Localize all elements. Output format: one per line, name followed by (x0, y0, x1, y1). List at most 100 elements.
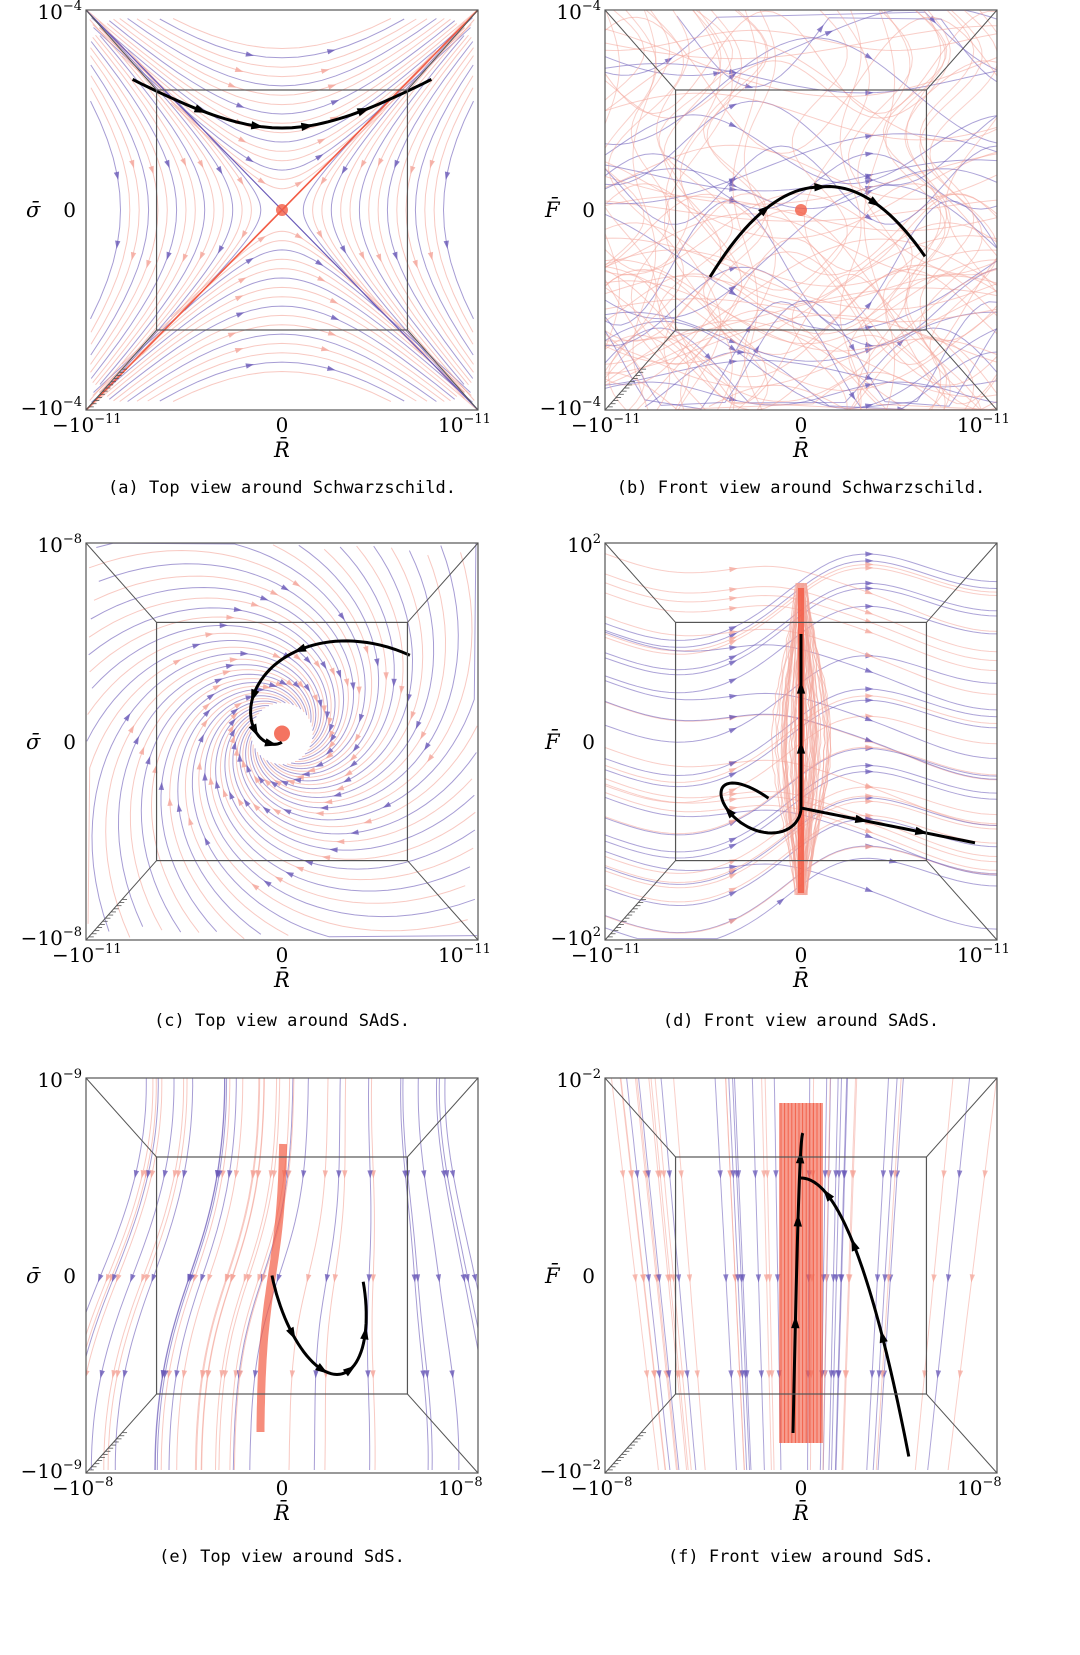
arrow-head (823, 1189, 835, 1202)
arrow-head (619, 1170, 626, 1179)
stream-line (106, 296, 458, 397)
arrow-head (99, 1369, 105, 1379)
arrow-head (133, 736, 139, 745)
arrow-head (657, 1170, 663, 1179)
arrow-head (449, 1370, 455, 1379)
stream-line (919, 10, 975, 410)
y-max-tick-label: 102 (567, 532, 601, 557)
arrow-head (729, 645, 738, 651)
arrow-head (728, 873, 738, 879)
perspective-edge (407, 1077, 479, 1158)
arrow-head (324, 711, 331, 720)
arrow-head (471, 1273, 478, 1283)
arrow-head (729, 864, 738, 870)
arrow-head (484, 1370, 489, 1378)
arrow-head (327, 84, 337, 90)
stream-line (929, 10, 997, 410)
arrow-head (774, 1274, 781, 1283)
arrow-head (236, 176, 244, 185)
arrow-head (174, 1370, 180, 1379)
stream-line (218, 1078, 281, 1471)
stream-line (605, 238, 997, 365)
x-max-tick-label: 10−11 (957, 942, 1010, 967)
stream-line (658, 10, 734, 410)
inner-frame (674, 621, 928, 862)
arrow-head (341, 165, 348, 175)
stream-line (215, 1078, 278, 1471)
stream-line (233, 1078, 295, 1471)
x-zero-tick-label: 0 (794, 1476, 808, 1500)
stream-line (99, 26, 224, 394)
arrow-head (192, 643, 201, 649)
stream-line (636, 1078, 678, 1471)
stream-line (904, 10, 951, 410)
y-axis-label: F̄ (545, 1263, 560, 1288)
subfigure-a (85, 9, 479, 411)
arrow-head (728, 626, 738, 632)
stream-line (605, 200, 997, 326)
arrow-head (864, 886, 874, 892)
outer-frame (604, 542, 998, 941)
stream-line (93, 27, 471, 171)
perspective-edge (85, 329, 157, 411)
arrow-head (202, 702, 211, 711)
stream-line (91, 17, 473, 143)
stream-line (92, 258, 472, 396)
arrow-head (375, 253, 382, 262)
arrow-head (180, 157, 187, 167)
arrow-head (342, 1365, 356, 1377)
arrow-head (133, 1169, 140, 1179)
stream-line (366, 1078, 372, 1471)
arrow-head (865, 762, 874, 769)
arrow-head (383, 672, 389, 681)
stream-line (734, 1078, 752, 1471)
arrow-head (200, 719, 208, 728)
arrow-head (814, 183, 827, 192)
arrow-head (227, 82, 237, 88)
stream-line (86, 1078, 147, 1314)
stream-line (377, 36, 472, 384)
arrow-head (315, 761, 324, 767)
y-axis-label: σ̄ (26, 729, 41, 754)
arrow-head (233, 1170, 240, 1179)
arrow-head (280, 584, 290, 591)
arrow-head (435, 1274, 441, 1283)
arrow-head (374, 658, 380, 667)
arrow-head (865, 551, 874, 557)
arrow-head (243, 1273, 249, 1283)
stream-line (252, 554, 447, 804)
stream-line (605, 29, 997, 52)
stream-line (834, 1078, 848, 1471)
arrow-head (257, 177, 266, 184)
arrow-head (176, 803, 183, 812)
arrow-head (219, 622, 228, 629)
arrow-head (80, 1370, 85, 1379)
arrow-head (289, 1370, 296, 1379)
arrow-head (740, 1274, 746, 1283)
stream-line (330, 20, 468, 400)
arrow-head (315, 1363, 328, 1374)
arrow-head (225, 663, 235, 670)
stream-line (172, 370, 392, 402)
arrow-head (257, 775, 265, 784)
arrow-head (141, 1273, 147, 1283)
arrow-head (324, 1274, 331, 1283)
arrow-head (350, 682, 356, 691)
arrow-head (320, 661, 327, 670)
arrow-head (412, 259, 418, 269)
stream-line (127, 18, 437, 87)
arrow-head (300, 122, 314, 131)
stream-line (108, 20, 456, 115)
arrow-head (205, 632, 214, 638)
stream-line (174, 98, 262, 311)
arrow-head (253, 775, 261, 784)
arrow-head (343, 678, 350, 687)
stream-line (620, 1078, 667, 1471)
stream-line (863, 10, 896, 410)
arrow-head (77, 1370, 82, 1379)
perspective-edge (85, 1077, 157, 1158)
arrow-head (360, 1326, 369, 1340)
stream-line (89, 19, 215, 401)
arrow-head (231, 741, 237, 750)
stream-line (119, 324, 445, 402)
